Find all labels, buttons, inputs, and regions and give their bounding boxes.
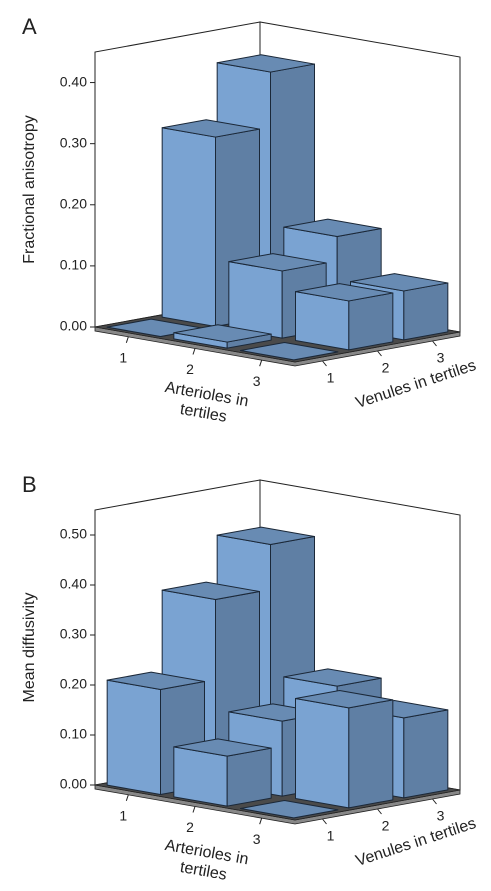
bar-top [173,738,272,757]
bar-front [228,261,283,339]
bar-side [403,282,449,341]
x-tick-label: 3 [253,373,261,389]
bar-top [295,283,394,302]
x-tick [259,818,263,825]
bar-top [216,54,315,73]
bar-top [173,324,272,343]
bar-side [348,292,394,351]
x-tick-label: 1 [119,808,127,824]
y-tick-label: 0.40 [60,576,87,592]
y-tick-label: 0.00 [60,318,87,334]
x-tick [125,794,129,801]
bar-front [106,679,161,795]
x-tick [192,806,196,813]
bar-front [173,746,228,807]
bar-side [348,699,394,809]
bar-top [161,581,260,600]
y-axis-title: Mean diffusivity [21,593,38,703]
z-tick-label: 1 [327,828,335,844]
y-tick-label: 0.30 [60,134,87,150]
y-tick-label: 0.50 [60,526,87,542]
y-tick-label: 0.30 [60,626,87,642]
z-tick-label: 3 [437,350,445,366]
bar-top [295,690,394,709]
z-tick-label: 1 [327,370,335,386]
z-tick [377,808,382,815]
bar-side [226,747,272,807]
x-tick-label: 3 [253,831,261,847]
y-tick-label: 0.20 [60,195,87,211]
y-tick-label: 0.00 [60,776,87,792]
y-tick-label: 0.10 [60,726,87,742]
z-tick [322,818,327,825]
x-tick-label: 2 [186,361,194,377]
bar-front [295,698,350,809]
bar-top [283,218,382,237]
x-tick-label: 1 [119,350,127,366]
bar-side [403,709,449,799]
bar-top [106,671,205,690]
y-tick-label: 0.20 [60,676,87,692]
panel-label: B [22,472,37,497]
z-tick-label: 2 [382,360,390,376]
bar-top [240,800,339,819]
x-tick-label: 2 [186,819,194,835]
y-axis-title: Fractional anisotropy [21,115,38,264]
z-tick [432,340,437,347]
bar-top [216,526,315,545]
bar-top [283,668,382,687]
y-tick-label: 0.40 [60,73,87,89]
z-tick [432,798,437,805]
y-tick-label: 0.10 [60,257,87,273]
z-tick [322,360,327,367]
bar-top [228,253,327,272]
bar-top [350,273,449,292]
x-tick [192,348,196,355]
bar-front [295,291,350,351]
z-tick [377,350,382,357]
bar-front [161,127,216,327]
panel-label: A [22,14,37,39]
bar-top [161,119,260,138]
z-tick-label: 3 [437,808,445,824]
x-tick [125,336,129,343]
bar-top [240,342,339,361]
z-tick-label: 2 [382,818,390,834]
x-tick [259,360,263,367]
